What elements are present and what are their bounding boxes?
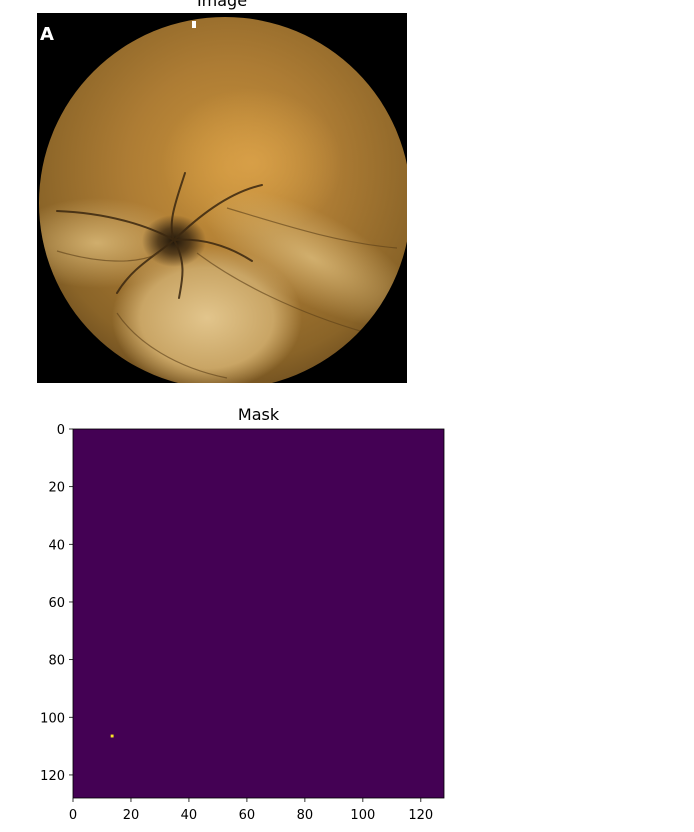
image-marker-top: [192, 21, 196, 28]
y-tick-label: 100: [40, 711, 65, 726]
y-tick-label: 40: [48, 538, 65, 553]
x-axis: 0 20 40 60 80 100 120: [69, 798, 433, 823]
mask-panel-title: Mask: [237, 405, 280, 424]
x-tick-label: 80: [297, 808, 314, 823]
y-axis: 0 20 40 60 80 100 120: [40, 423, 73, 784]
y-tick-label: 120: [40, 769, 65, 784]
x-tick-label: 20: [123, 808, 140, 823]
y-tick-label: 60: [48, 596, 65, 611]
x-tick-label: 0: [69, 808, 77, 823]
image-panel-title: Image: [196, 0, 248, 10]
x-tick-label: 100: [350, 808, 375, 823]
x-tick-label: 40: [181, 808, 198, 823]
endoscopy-image-drawing: A: [37, 13, 411, 389]
mask-pixel: [110, 734, 114, 738]
x-tick-label: 60: [239, 808, 256, 823]
y-tick-label: 80: [48, 654, 65, 669]
y-tick-label: 20: [48, 481, 65, 496]
mask-foreground-pixels: [110, 734, 114, 738]
endoscopy-image: A: [37, 13, 411, 389]
mask-axes-frame: [72, 428, 445, 799]
mask-heatmap-background: [73, 429, 444, 798]
x-tick-label: 120: [408, 808, 433, 823]
y-tick-label: 0: [57, 423, 65, 438]
image-corner-letter: A: [40, 24, 54, 45]
